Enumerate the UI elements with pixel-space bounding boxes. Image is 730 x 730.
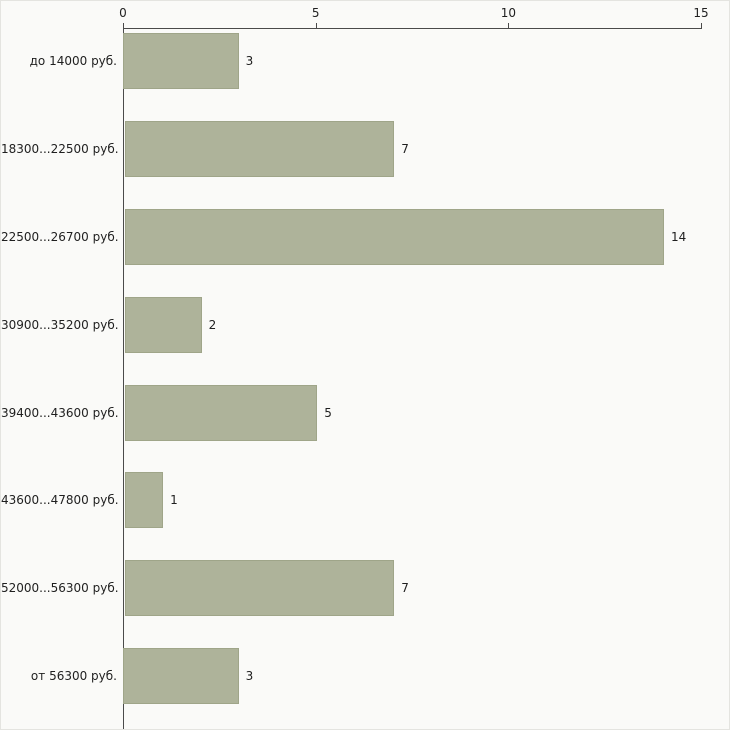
category-label: до 14000 руб. [29,54,117,68]
value-label: 7 [401,581,409,596]
bar-track: 3 [123,648,701,705]
x-tick-label: 10 [500,6,516,20]
category-label: от 56300 руб. [30,669,117,684]
bar [123,33,239,89]
chart-row: от 56300 руб. 3 [1,643,729,729]
value-label: 3 [245,54,254,68]
bar-track: 1 [124,472,703,529]
chart-row: 18300...22500 руб. 7 [1,116,729,204]
bar [124,472,164,529]
chart-row: 30900...35200 руб. 2 [1,292,729,380]
value-label: 3 [245,669,254,684]
bar-row-content: 43600...47800 руб. 1 [1,472,729,529]
x-tick [123,23,124,28]
bar [124,560,395,617]
bar-row-content: 18300...22500 руб. 7 [1,120,729,177]
x-axis-line [123,28,702,29]
bar-row-content: 22500...26700 руб. 14 [1,208,729,265]
value-label: 2 [208,317,217,332]
value-label: 7 [401,141,409,156]
x-tick [701,23,702,28]
chart-row: 52000...56300 руб. 7 [1,555,729,643]
bar-row-content: 39400...43600 руб. 5 [1,384,729,441]
bar-row-content: 30900...35200 руб. 2 [1,296,729,353]
bar [123,648,239,705]
bar [124,296,202,353]
bar-row-content: до 14000 руб. 3 [1,33,729,89]
category-label: 39400...43600 руб. [1,405,119,420]
category-label: 22500...26700 руб. [1,229,119,244]
chart-row: 43600...47800 руб. 1 [1,467,729,555]
plot-area: до 14000 руб. 3 18300...22500 руб. 7 22500..… [1,28,729,729]
x-tick [315,23,317,28]
y-axis-line [123,28,124,729]
bar-row-content: от 56300 руб. 3 [1,648,729,705]
category-label: 30900...35200 руб. [1,317,119,332]
chart-row: 22500...26700 руб. 14 [1,204,729,292]
bar [124,120,395,177]
bar-track: 7 [124,120,703,177]
bar-row-content: 52000...56300 руб. 7 [1,560,729,617]
chart-row: 39400...43600 руб. 5 [1,380,729,468]
bar-track: 14 [124,208,703,265]
bar-track: 3 [123,33,701,89]
category-label: 43600...47800 руб. [1,493,119,508]
category-label: 52000...56300 руб. [1,581,119,596]
x-tick [508,23,510,28]
bar [124,208,664,265]
category-label: 18300...22500 руб. [1,141,119,156]
bar-track: 7 [124,560,703,617]
x-tick-label: 15 [693,6,709,20]
bar-track: 2 [124,296,703,353]
value-label: 1 [170,493,178,508]
value-label: 14 [671,229,687,244]
x-tick-label: 5 [311,6,320,20]
value-label: 5 [324,405,332,420]
chart-row: до 14000 руб. 3 [1,28,729,116]
bar [124,384,318,441]
bar-track: 5 [124,384,703,441]
x-tick-label: 0 [119,6,127,20]
